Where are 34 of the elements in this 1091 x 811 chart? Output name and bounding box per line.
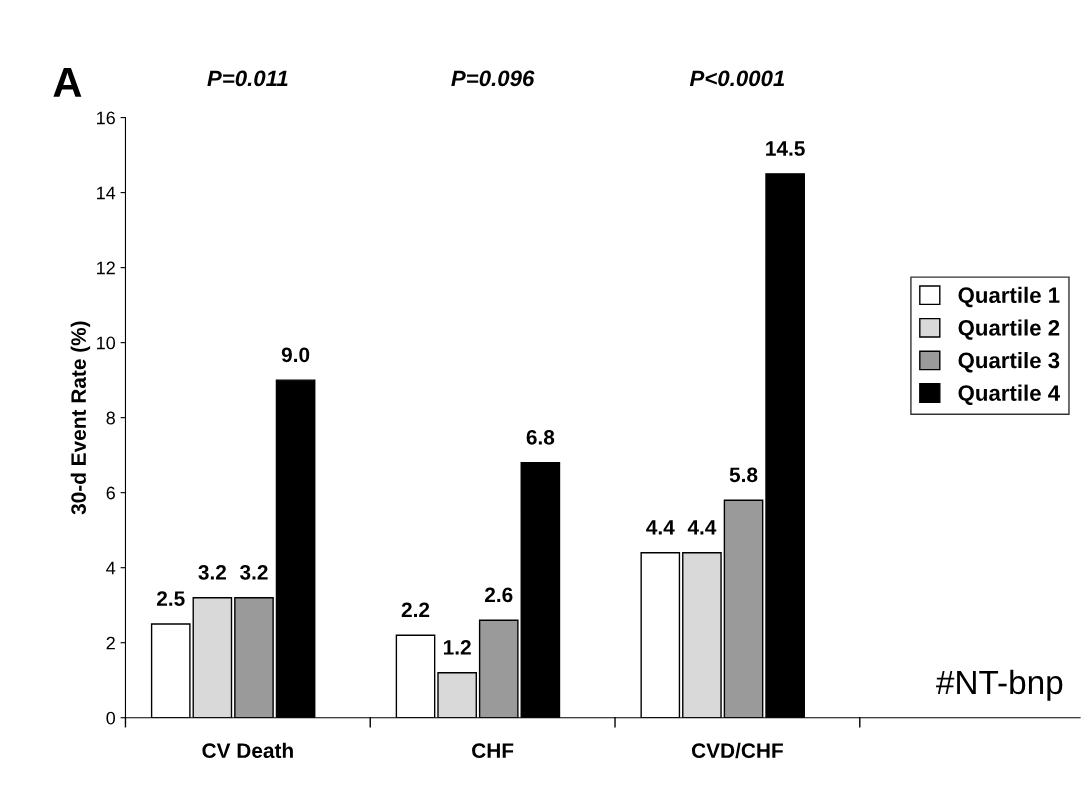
- data-label: 6.8: [526, 429, 555, 445]
- text: A: [53, 68, 82, 97]
- data-label: 3.2: [239, 564, 268, 580]
- legend-label: Quartile 2: [958, 319, 1060, 340]
- legend-label: Quartile 3: [958, 351, 1060, 373]
- legend-label: Quartile 4: [958, 384, 1060, 406]
- x-tick-label: CVD/CHF: [691, 742, 783, 759]
- y-tick-label: 6: [106, 486, 115, 500]
- text: P=0.096: [451, 70, 535, 87]
- data-label: 3.2: [198, 564, 227, 580]
- y-tick-label: 16: [97, 111, 115, 125]
- y-tick-label: 0: [106, 711, 116, 725]
- data-label: 9.0: [281, 347, 310, 363]
- data-label: 2.5: [156, 591, 185, 606]
- text: #NT-bnp: [936, 669, 1063, 701]
- y-tick-label: 12: [97, 261, 115, 275]
- y-tick-label: 8: [106, 411, 115, 425]
- text: P<0.0001: [689, 70, 785, 87]
- y-tick-label: 4: [106, 561, 116, 575]
- x-tick-label: CHF: [472, 743, 514, 759]
- x-tick-label: CV Death: [202, 742, 293, 759]
- y-tick-label: 2: [106, 636, 115, 650]
- legend-label: Quartile 1: [958, 286, 1060, 308]
- data-label: 2.6: [484, 587, 513, 603]
- data-label: 1.2: [443, 639, 471, 655]
- data-label: 5.8: [729, 467, 758, 483]
- y-axis-title: 30-d Event Rate (%): [70, 321, 91, 515]
- data-label: 2.2: [401, 602, 430, 617]
- data-label: 4.4: [687, 520, 717, 535]
- data-label: 4.4: [646, 520, 675, 535]
- y-tick-label: 14: [97, 186, 116, 200]
- data-label: 14.5: [766, 141, 805, 156]
- y-tick-label: 10: [97, 336, 116, 350]
- text: P=0.011: [207, 70, 288, 87]
